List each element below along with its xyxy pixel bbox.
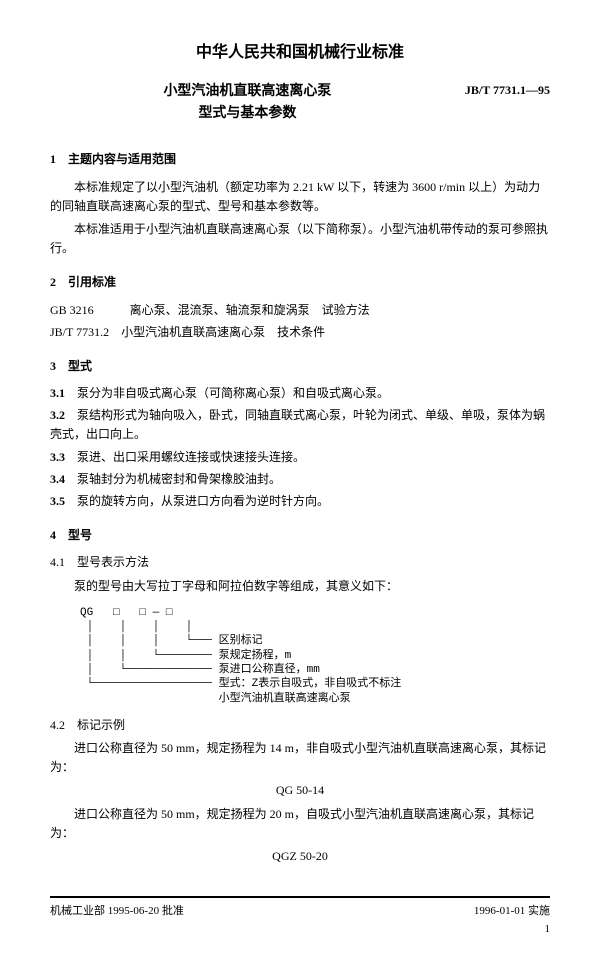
section-2-title: 2 引用标准: [50, 273, 550, 292]
clause-4-1: 4.1 型号表示方法: [50, 553, 550, 572]
clause-3-4-text: 泵轴封分为机械密封和骨架橡胶油封。: [77, 472, 281, 486]
sub-title-block: 小型汽油机直联高速离心泵 型式与基本参数: [50, 81, 445, 126]
model-diagram: QG □ □ — □ │ │ │ │ │ │ │ └─── 区别标记 │ │ └…: [80, 606, 550, 706]
clause-3-4: 3.4 泵轴封分为机械密封和骨架橡胶油封。: [50, 470, 550, 489]
clause-3-3: 3.3 泵进、出口采用螺纹连接或快速接头连接。: [50, 448, 550, 467]
section-4-title: 4 型号: [50, 526, 550, 545]
clause-4-2: 4.2 标记示例: [50, 716, 550, 735]
section-3-title: 3 型式: [50, 357, 550, 376]
footer: 机械工业部 1995-06-20 批准 1996-01-01 实施: [50, 896, 550, 921]
para-4-1: 泵的型号由大写拉丁字母和阿拉伯数字等组成，其意义如下：: [50, 577, 550, 596]
main-title: 中华人民共和国机械行业标准: [50, 40, 550, 66]
clause-3-5-text: 泵的旋转方向，从泵进口方向看为逆时针方向。: [77, 494, 329, 508]
ref-2: JB/T 7731.2 小型汽油机直联高速离心泵 技术条件: [50, 323, 550, 342]
section-1-title: 1 主题内容与适用范围: [50, 150, 550, 169]
clause-3-5: 3.5 泵的旋转方向，从泵进口方向看为逆时针方向。: [50, 492, 550, 511]
example-2: 进口公称直径为 50 mm，规定扬程为 20 m，自吸式小型汽油机直联高速离心泵…: [50, 805, 550, 843]
clause-3-1: 3.1 泵分为非自吸式离心泵（可简称离心泵）和自吸式离心泵。: [50, 384, 550, 403]
footer-left: 机械工业部 1995-06-20 批准: [50, 903, 184, 921]
example-2-code: QGZ 50-20: [50, 847, 550, 866]
sub-title-2: 型式与基本参数: [50, 103, 445, 125]
clause-3-2: 3.2 泵结构形式为轴向吸入，卧式，同轴直联式离心泵，叶轮为闭式、单级、单吸，泵…: [50, 406, 550, 444]
example-1: 进口公称直径为 50 mm，规定扬程为 14 m，非自吸式小型汽油机直联高速离心…: [50, 739, 550, 777]
clause-3-1-text: 泵分为非自吸式离心泵（可简称离心泵）和自吸式离心泵。: [77, 386, 389, 400]
clause-3-3-text: 泵进、出口采用螺纹连接或快速接头连接。: [77, 450, 305, 464]
standard-code: JB/T 7731.1—95: [465, 81, 550, 100]
section-1-para-1: 本标准规定了以小型汽油机（额定功率为 2.21 kW 以下，转速为 3600 r…: [50, 178, 550, 216]
footer-right: 1996-01-01 实施: [474, 903, 550, 921]
sub-header: 小型汽油机直联高速离心泵 型式与基本参数 JB/T 7731.1—95: [50, 81, 550, 126]
section-1-para-2: 本标准适用于小型汽油机直联高速离心泵（以下简称泵）。小型汽油机带传动的泵可参照执…: [50, 220, 550, 258]
ref-1: GB 3216 离心泵、混流泵、轴流泵和旋涡泵 试验方法: [50, 301, 550, 320]
page-number: 1: [50, 921, 550, 939]
example-1-code: QG 50-14: [50, 781, 550, 800]
sub-title-1: 小型汽油机直联高速离心泵: [50, 81, 445, 103]
clause-3-2-text: 泵结构形式为轴向吸入，卧式，同轴直联式离心泵，叶轮为闭式、单级、单吸，泵体为蜗壳…: [50, 408, 545, 441]
